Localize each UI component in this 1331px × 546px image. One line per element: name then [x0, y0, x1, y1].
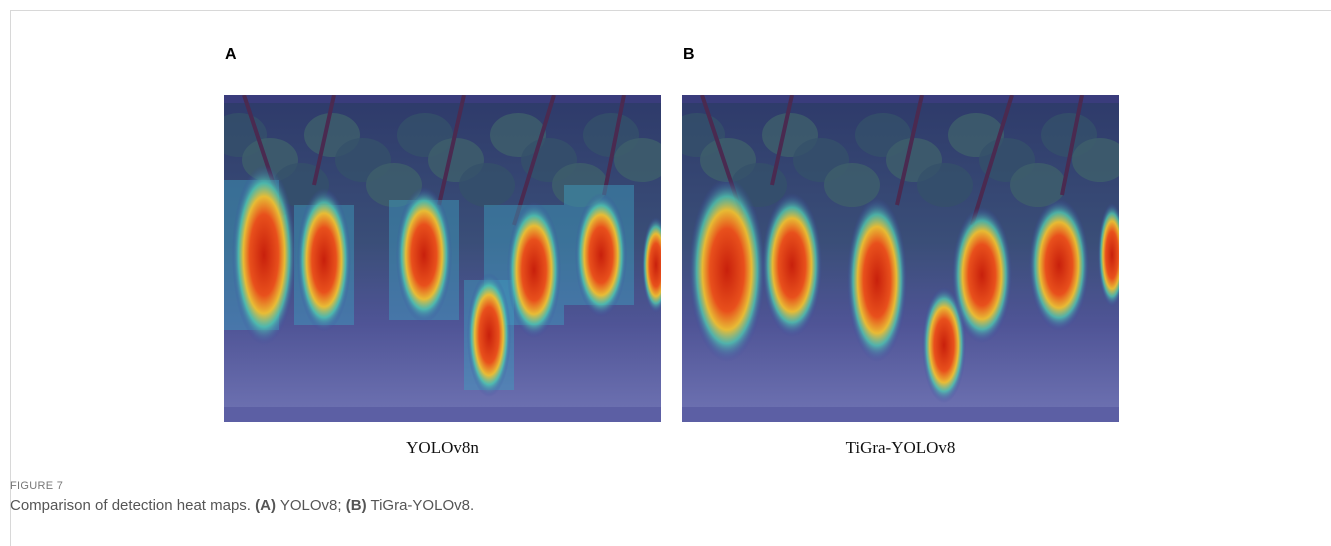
- heat-region: [232, 165, 296, 345]
- heat-map-image: [682, 95, 1119, 422]
- heat-region: [575, 193, 627, 317]
- heat-region: [507, 202, 561, 338]
- figure-label: FIGURE 7: [10, 480, 63, 492]
- leaf: [917, 163, 973, 207]
- heat-region: [467, 273, 511, 397]
- heat-region: [847, 198, 907, 362]
- page: {"panels":[{"letter":"A","label":"YOLOv8…: [0, 0, 1331, 546]
- figure-caption: Comparison of detection heat maps. (A) Y…: [10, 497, 474, 514]
- bottom-band: [224, 407, 661, 422]
- heat-region: [1029, 199, 1089, 331]
- caption-tag: (A): [255, 497, 276, 514]
- caption-tag: (B): [346, 497, 367, 514]
- panel-letter: B: [683, 46, 695, 64]
- panel-letter: A: [225, 46, 237, 64]
- heat-region: [952, 207, 1012, 343]
- bottom-band: [682, 407, 1119, 422]
- caption-text: YOLOv8;: [280, 497, 342, 514]
- top-band: [682, 95, 1119, 103]
- caption-text: Comparison of detection heat maps.: [10, 497, 251, 514]
- heat-region: [689, 178, 765, 362]
- leaf: [459, 163, 515, 207]
- figure-frame: [10, 10, 1331, 546]
- heat-map-image: [224, 95, 661, 422]
- caption-text: TiGra-YOLOv8.: [370, 497, 474, 514]
- heat-region: [297, 188, 351, 332]
- heat-region: [762, 193, 822, 337]
- panel-label: TiGra-YOLOv8: [682, 438, 1119, 458]
- panel-label: YOLOv8n: [224, 438, 661, 458]
- top-band: [224, 95, 661, 103]
- heat-region: [396, 187, 452, 323]
